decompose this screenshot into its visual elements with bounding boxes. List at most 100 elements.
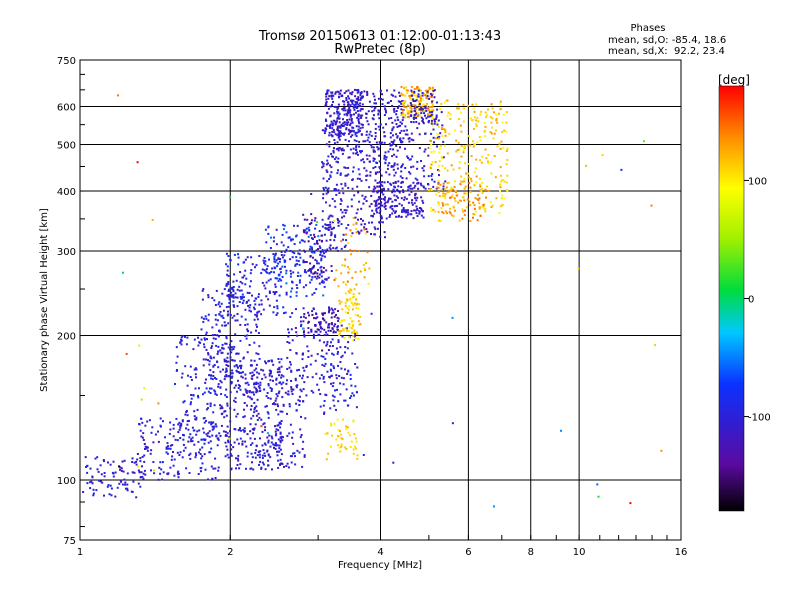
echo-point: [214, 337, 217, 340]
echo-point: [442, 212, 445, 215]
echo-point: [414, 110, 417, 113]
echo-point: [410, 166, 413, 169]
echo-point: [92, 492, 95, 495]
echo-point: [335, 148, 338, 151]
echo-point: [380, 217, 383, 220]
echo-point: [339, 361, 342, 363]
echo-point: [388, 142, 391, 145]
echo-point: [331, 130, 334, 133]
echo-point: [354, 332, 357, 335]
echo-point: [429, 167, 432, 170]
echo-point: [291, 256, 294, 259]
echo-point: [475, 103, 478, 106]
echo-point: [393, 89, 396, 92]
echo-point: [225, 396, 228, 398]
echo-point: [304, 316, 307, 319]
echo-point: [386, 201, 389, 204]
echo-point: [356, 102, 359, 105]
echo-point: [177, 476, 180, 479]
echo-point: [413, 107, 416, 110]
echo-point: [367, 282, 370, 285]
echo-point: [200, 470, 202, 473]
echo-point: [271, 403, 274, 405]
echo-point: [199, 341, 202, 344]
echo-point: [185, 427, 187, 430]
echo-point: [260, 368, 263, 371]
echo-point: [394, 171, 397, 174]
echo-point: [205, 348, 208, 351]
echo-point: [363, 167, 366, 170]
echo-point: [329, 345, 332, 348]
echo-point: [400, 186, 403, 188]
echo-point: [261, 430, 264, 433]
echo-point: [345, 90, 348, 93]
echo-point: [459, 111, 462, 114]
echo-point: [330, 166, 333, 169]
echo-point: [325, 224, 328, 227]
echo-point: [222, 347, 225, 350]
echo-point: [346, 205, 349, 208]
echo-point: [255, 381, 258, 384]
echo-point: [393, 164, 396, 167]
echo-point: [230, 375, 233, 378]
echo-point: [118, 482, 121, 485]
echo-point: [151, 426, 154, 429]
echo-point: [321, 327, 324, 330]
echo-point: [392, 141, 395, 143]
echo-point: [246, 334, 249, 337]
echo-point: [335, 189, 337, 192]
echo-point: [353, 88, 356, 91]
echo-point: [237, 379, 239, 382]
echo-point: [254, 449, 257, 452]
echo-point: [336, 249, 339, 252]
echo-point: [272, 311, 275, 314]
echo-point: [460, 130, 463, 133]
echo-point: [351, 232, 354, 235]
echo-point: [320, 259, 323, 262]
echo-point: [280, 376, 283, 379]
echo-point: [346, 347, 349, 350]
echo-point: [441, 156, 444, 159]
echo-point: [328, 376, 331, 379]
echo-point: [341, 125, 344, 128]
echo-point: [354, 106, 357, 109]
echo-point: [340, 436, 343, 439]
echo-point: [349, 289, 352, 292]
echo-point: [253, 411, 256, 414]
echo-point: [370, 214, 373, 217]
echo-point: [410, 132, 413, 135]
echo-point: [418, 100, 421, 103]
echo-point: [411, 187, 414, 190]
echo-point: [245, 337, 248, 340]
echo-point: [283, 465, 285, 468]
echo-point: [379, 235, 382, 238]
echo-point: [329, 248, 332, 251]
echo-point: [354, 95, 357, 98]
echo-point: [286, 356, 289, 359]
echo-point: [322, 377, 325, 380]
echo-point: [436, 145, 439, 148]
echo-point: [494, 129, 497, 132]
echo-point: [248, 292, 251, 294]
echo-point: [391, 208, 394, 210]
echo-point: [401, 177, 404, 179]
echo-point: [381, 98, 384, 101]
echo-point: [384, 236, 386, 239]
echo-point: [194, 456, 197, 459]
echo-point: [216, 444, 219, 447]
echo-point: [211, 378, 214, 381]
echo-point: [444, 144, 446, 147]
echo-point: [274, 254, 277, 257]
echo-point: [403, 87, 405, 90]
echo-point: [383, 181, 386, 184]
echo-point: [328, 306, 330, 309]
echo-point: [244, 308, 247, 311]
echo-point: [347, 242, 350, 245]
echo-point: [378, 196, 381, 199]
echo-point: [234, 319, 237, 322]
echo-point: [418, 122, 421, 125]
echo-point: [416, 86, 419, 88]
echo-point: [327, 224, 330, 226]
echo-point: [341, 108, 344, 111]
echo-point: [224, 430, 227, 433]
